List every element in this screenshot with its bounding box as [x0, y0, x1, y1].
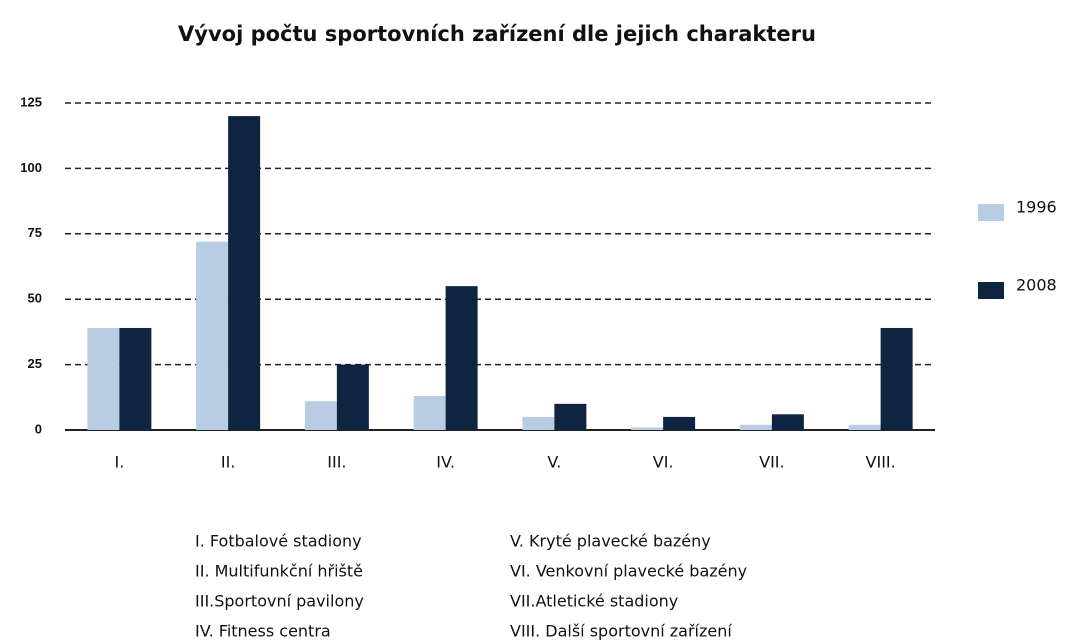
y-tick-label: 0 — [35, 421, 42, 436]
bar — [663, 416, 696, 430]
legend-swatch — [978, 282, 1004, 299]
y-tick-label: 100 — [20, 160, 42, 175]
legend-swatch — [978, 204, 1004, 221]
category-note: II. Multifunkční hřiště — [195, 562, 363, 581]
category-note: V. Kryté plavecké bazény — [510, 532, 711, 551]
x-tick-label: III. — [327, 453, 346, 472]
bar — [228, 116, 261, 430]
bar — [880, 327, 913, 430]
chart-title: Vývoj počtu sportovních zařízení dle jej… — [178, 22, 816, 46]
x-tick-label: IV. — [436, 453, 455, 472]
bar — [413, 395, 446, 430]
x-tick-label: VI. — [653, 453, 674, 472]
bar — [554, 403, 587, 430]
y-tick-label: 75 — [28, 225, 42, 240]
legend-label: 1996 — [1016, 198, 1057, 217]
category-note: VIII. Další sportovní zařízení — [510, 622, 732, 641]
bar — [771, 414, 804, 430]
bar — [631, 427, 664, 430]
x-tick-label: I. — [114, 453, 124, 472]
legend-label: 2008 — [1016, 276, 1057, 295]
y-tick-label: 50 — [28, 291, 42, 306]
bar — [304, 401, 337, 430]
category-note: IV. Fitness centra — [195, 622, 331, 641]
bar — [848, 424, 881, 430]
x-tick-label: VIII. — [866, 453, 896, 472]
x-tick-label: II. — [221, 453, 236, 472]
bar — [522, 416, 555, 430]
y-tick-label: 125 — [20, 94, 42, 109]
bar — [119, 327, 152, 430]
category-note: III.Sportovní pavilony — [195, 592, 364, 611]
bar — [87, 327, 120, 430]
x-tick-label: V. — [547, 453, 561, 472]
bar — [196, 241, 229, 430]
bar — [336, 364, 369, 430]
bar — [445, 286, 478, 430]
category-note: VI. Venkovní plavecké bazény — [510, 562, 747, 581]
category-note: I. Fotbalové stadiony — [195, 532, 362, 551]
category-note: VII.Atletické stadiony — [510, 592, 678, 611]
bar — [739, 424, 772, 430]
y-tick-label: 25 — [28, 356, 42, 371]
x-tick-label: VII. — [759, 453, 784, 472]
